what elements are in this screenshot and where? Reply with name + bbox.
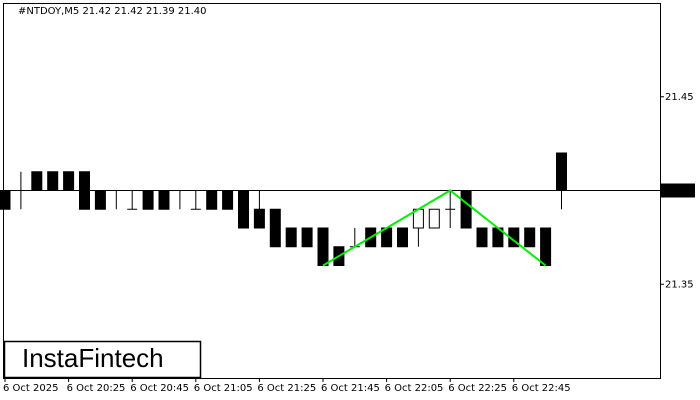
candle-body: [79, 171, 90, 210]
candle-body: [142, 190, 154, 210]
chart-title: #NTDOY,M5 21.42 21.42 21.39 21.40: [18, 6, 207, 17]
candle-body: [556, 152, 567, 191]
x-tick-label: 6 Oct 21:45: [321, 383, 380, 394]
x-tick-label: 6 Oct 20:25: [67, 383, 126, 394]
x-tick-label: 6 Oct 22:45: [512, 383, 571, 394]
pattern-line: [322, 189, 547, 267]
x-tick-label: 6 Oct 22:05: [385, 383, 444, 394]
candle-body: [428, 208, 440, 229]
candle-body: [524, 227, 536, 248]
candle-body: [540, 227, 552, 266]
candle-body: [397, 227, 408, 248]
candle-body: [222, 190, 234, 210]
x-tick-label: 6 Oct 20:45: [130, 383, 189, 394]
x-tick-label: 6 Oct 21:05: [194, 383, 253, 394]
y-tick-label: 21.35: [665, 279, 694, 290]
logo: InstaFintech: [22, 343, 164, 373]
candle-body: [206, 190, 218, 210]
x-tick-label: 6 Oct 2025: [3, 383, 58, 394]
logo-box: [3, 340, 202, 379]
candle-body: [47, 171, 59, 191]
candle-body: [476, 227, 488, 248]
candle-body: [63, 171, 75, 191]
candle-body: [94, 190, 106, 210]
candle-body: [238, 190, 249, 229]
candle-body: [158, 190, 170, 210]
candle-body: [460, 190, 472, 229]
price-label: 21.40: [665, 186, 694, 197]
x-tick-label: 6 Oct 22:25: [448, 383, 507, 394]
candle-body: [285, 227, 297, 248]
candle-body: [31, 171, 43, 191]
x-tick-label: 6 Oct 21:25: [257, 383, 316, 394]
y-tick-label: 21.45: [665, 92, 694, 103]
candle-body: [253, 208, 265, 229]
candle-body: [0, 190, 11, 210]
candle-body: [269, 208, 281, 248]
candle-body: [301, 227, 313, 248]
candle-body: [317, 227, 329, 266]
price-label-box: [661, 183, 695, 198]
